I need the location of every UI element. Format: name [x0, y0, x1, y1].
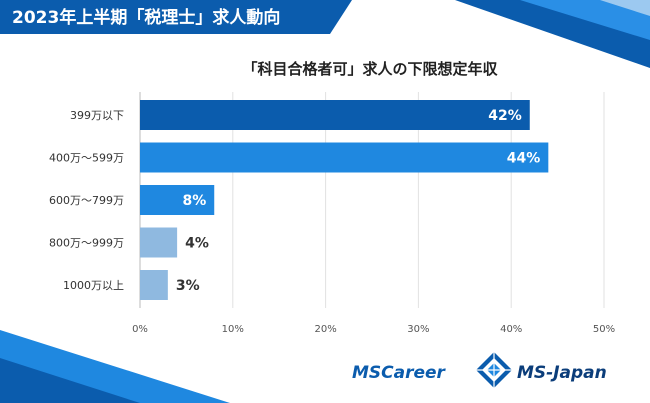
tick-label: 40%	[500, 324, 522, 335]
bar	[140, 227, 178, 258]
logo-mscareer-text: MSCareer	[352, 363, 447, 383]
bar	[140, 185, 215, 215]
value-label: 42%	[488, 108, 522, 124]
logo-mscareer: MSCareer	[352, 363, 447, 383]
value-label: 8%	[182, 193, 206, 209]
category-label: 800万～999万	[49, 237, 124, 250]
category-label: 400万～599万	[49, 152, 124, 165]
decor-stripe-dark-bottom	[0, 358, 140, 403]
logo-msjapan-text: MS-Japan	[517, 363, 607, 383]
category-label: 399万以下	[70, 109, 124, 122]
bar	[140, 100, 530, 130]
tick-label: 20%	[314, 324, 336, 335]
top-right-decoration	[455, 0, 650, 68]
banner-title: 2023年上半期「税理士」求人動向	[12, 7, 280, 28]
tick-label: 30%	[407, 324, 429, 335]
decor-stripe-mid	[520, 0, 650, 40]
value-label: 3%	[176, 278, 200, 294]
tick-label: 10%	[222, 324, 244, 335]
category-label: 1000万以上	[63, 279, 124, 292]
category-label: 600万～799万	[49, 194, 124, 207]
value-label: 44%	[507, 151, 541, 167]
tick-label: 0%	[132, 324, 148, 335]
value-labels: 42% 44% 8% 4% 3%	[176, 108, 540, 294]
bar	[140, 270, 168, 300]
bars	[140, 100, 549, 300]
category-labels: 399万以下 400万～599万 600万～799万 800万～999万 1000万以上	[49, 109, 124, 292]
chart-title: 「科目合格者可」求人の下限想定年収	[242, 60, 498, 78]
bar-chart: 399万以下 400万～599万 600万～799万 800万～999万 1000万以上…	[49, 92, 615, 335]
tick-labels: 0% 10% 20% 30% 40% 50%	[132, 324, 615, 335]
top-banner: 2023年上半期「税理士」求人動向	[0, 0, 352, 34]
tick-label: 50%	[593, 324, 615, 335]
bar	[140, 142, 549, 173]
value-label: 4%	[185, 236, 209, 252]
banner-background	[0, 0, 352, 34]
logo-msjapan: MS-Japan	[517, 363, 607, 383]
logo-emblem-icon	[476, 352, 512, 388]
bottom-left-decoration	[0, 330, 230, 403]
decor-stripe-light	[600, 0, 650, 16]
